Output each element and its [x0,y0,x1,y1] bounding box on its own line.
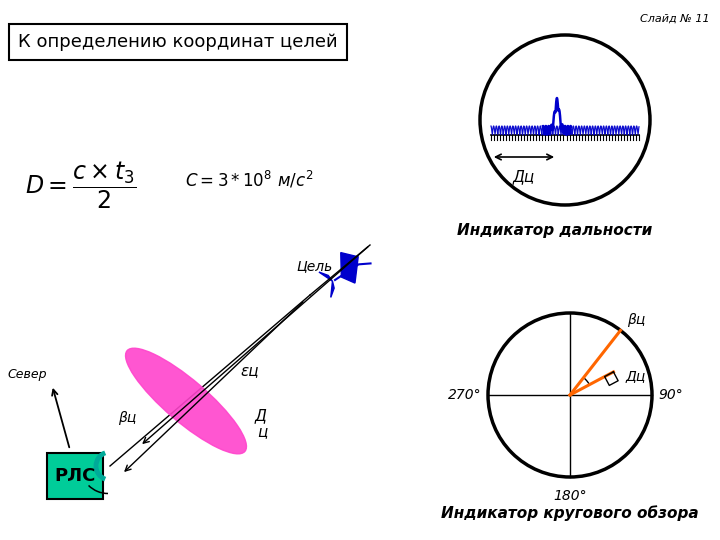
Text: βц: βц [627,313,646,327]
Text: 270°: 270° [449,388,482,402]
Text: βц: βц [118,411,136,425]
Text: ц: ц [257,424,267,439]
Text: Слайд № 11: Слайд № 11 [640,14,710,24]
Text: $\mathit{D} = \dfrac{\mathit{c} \times \mathit{t}_3}{2}$: $\mathit{D} = \dfrac{\mathit{c} \times \… [25,159,137,211]
Text: 180°: 180° [553,489,587,503]
Text: Д: Д [254,408,266,423]
Text: 90°: 90° [658,388,683,402]
Text: РЛС: РЛС [54,467,96,485]
FancyBboxPatch shape [47,453,103,499]
Ellipse shape [125,348,246,454]
Text: Дц: Дц [626,369,646,383]
Text: Цель: Цель [297,259,333,273]
Polygon shape [341,253,358,283]
Text: Север: Север [7,368,47,381]
Text: Индикатор дальности: Индикатор дальности [457,223,652,238]
Polygon shape [319,272,333,281]
Text: К определению координат целей: К определению координат целей [18,33,338,51]
Polygon shape [330,281,334,298]
Text: Дц: Дц [513,169,535,184]
Text: εц: εц [240,363,258,378]
Text: Индикатор кругового обзора: Индикатор кругового обзора [441,505,699,521]
Text: $\mathit{C = 3* 10^{8}\ м/с^{2}}$: $\mathit{C = 3* 10^{8}\ м/с^{2}}$ [185,170,313,191]
